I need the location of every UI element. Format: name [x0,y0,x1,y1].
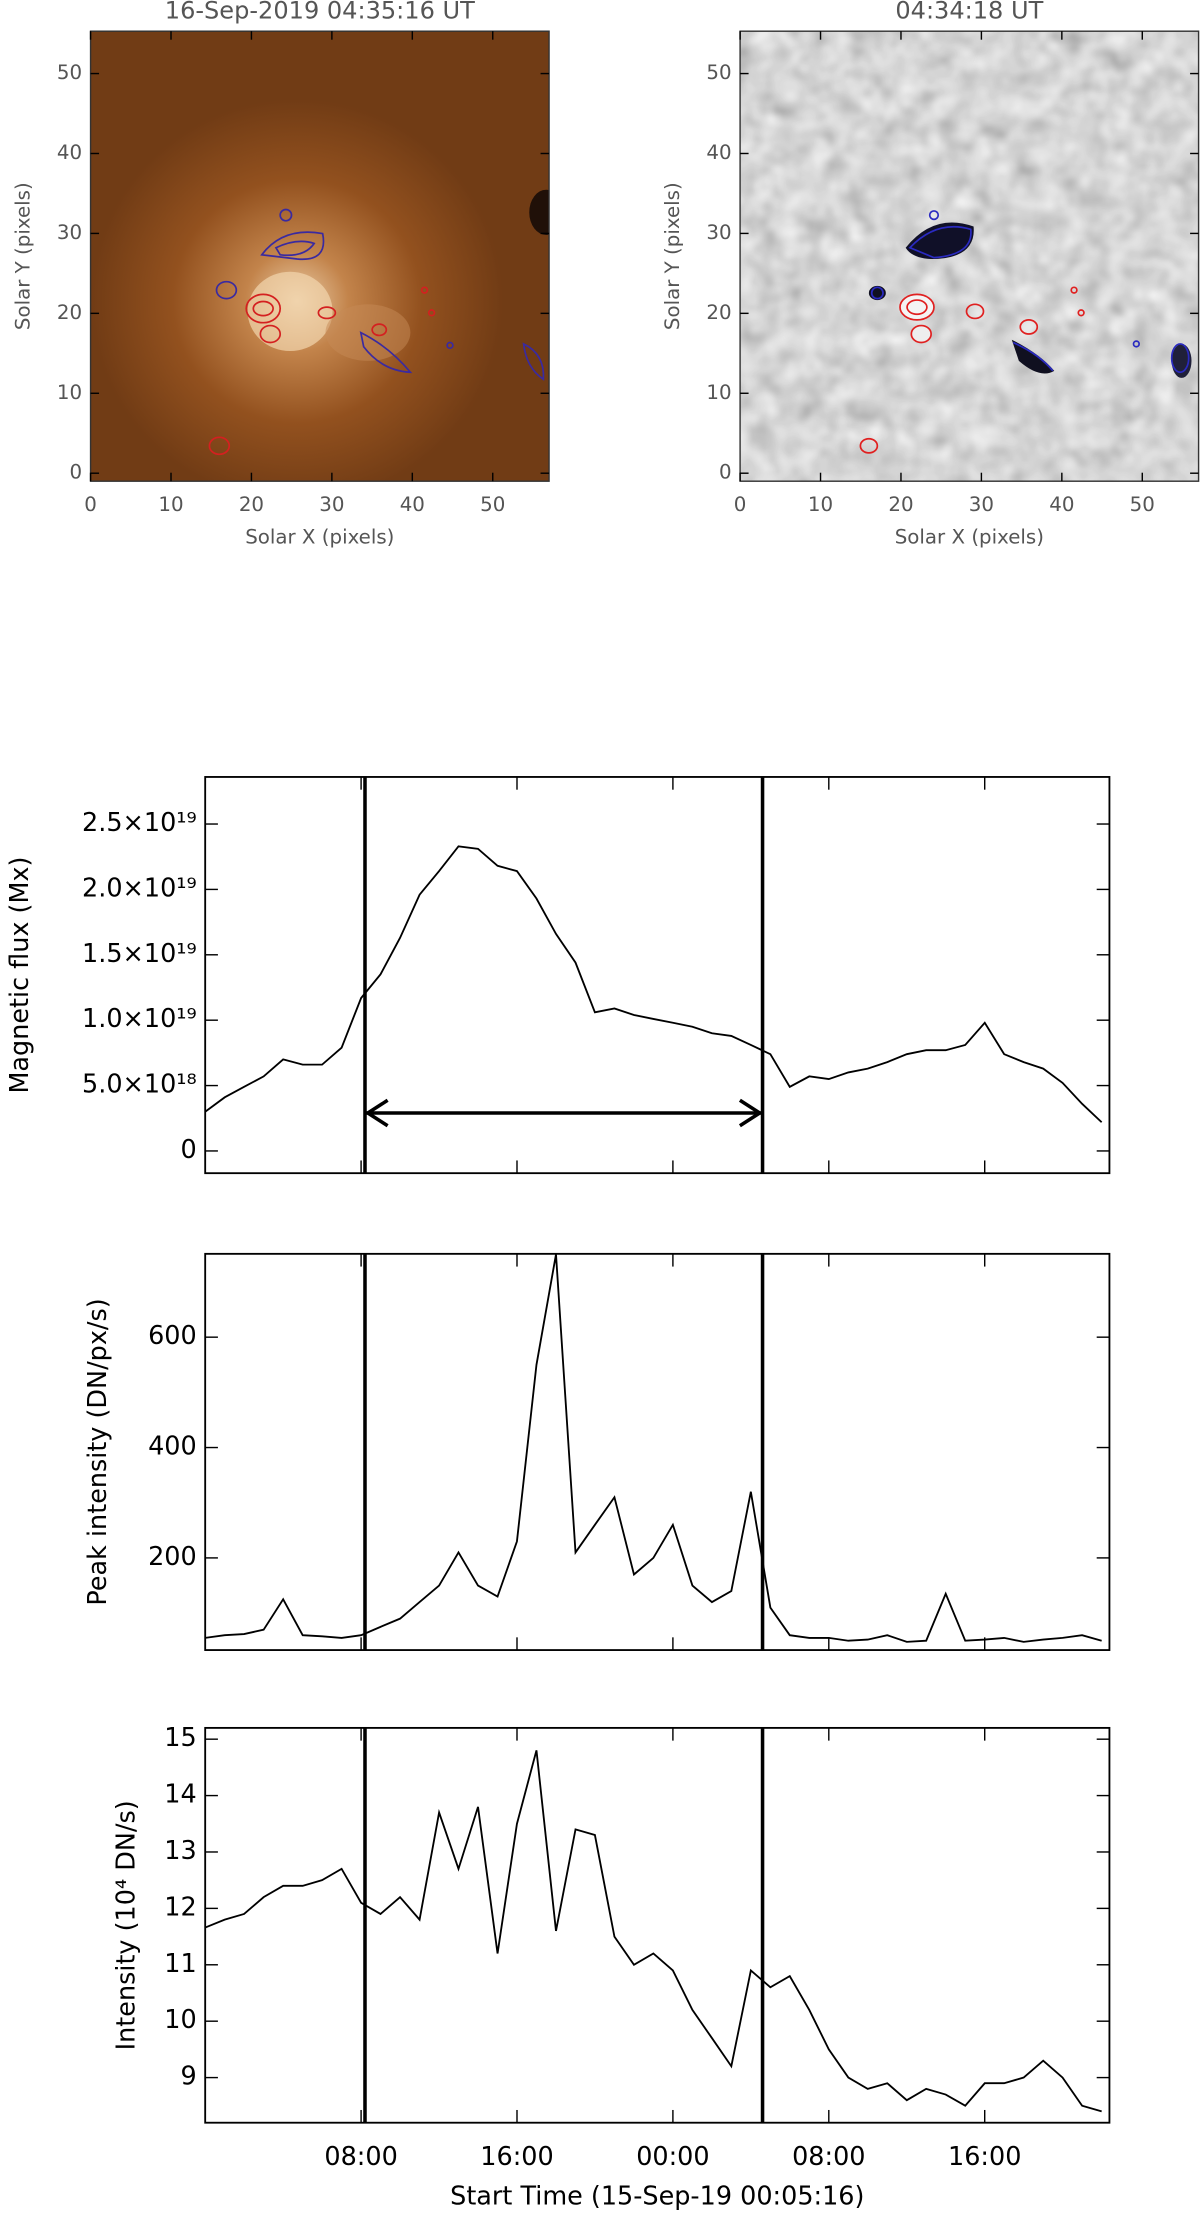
y-tick-label: 20 [57,301,82,324]
y-tick-label: 30 [706,221,731,244]
plot-frame [204,1726,1111,2124]
y-tick-label: 40 [57,141,82,164]
y-axis-label: Solar Y (pixels) [12,182,35,330]
x-tick-label: 10 [158,493,183,516]
plot-frame [739,30,1200,482]
x-tick-label: 50 [1130,493,1155,516]
x-tick-label: 20 [239,493,264,516]
y-tick-label: 11 [164,1949,196,1979]
x-axis-label: Solar X (pixels) [895,525,1044,548]
x-tick-label: 00:00 [636,2142,709,2172]
y-tick-label: 10 [57,381,82,404]
y-tick-label: 600 [148,1321,197,1351]
y-tick-label: 0 [69,461,82,484]
y-tick-label: 2.0×10¹⁹ [82,873,197,903]
x-tick-label: 30 [969,493,994,516]
x-tick-label: 40 [1049,493,1074,516]
x-tick-label: 20 [888,493,913,516]
x-tick-label: 0 [734,493,747,516]
y-tick-label: 200 [148,1542,197,1572]
y-tick-label: 10 [164,2005,196,2035]
x-tick-label: 40 [400,493,425,516]
x-tick-label: 16:00 [948,2142,1021,2172]
x-tick-label: 16:00 [480,2142,553,2172]
x-axis-label: Start Time (15-Sep-19 00:05:16) [450,2182,864,2212]
y-tick-label: 13 [164,1836,196,1866]
y-axis-label: Peak intensity (DN/px/s) [83,1298,113,1605]
y-tick-label: 14 [164,1780,196,1810]
x-tick-label: 10 [808,493,833,516]
y-tick-label: 0 [180,1135,196,1165]
euv-image [90,31,550,482]
y-tick-label: 9 [180,2062,196,2092]
y-tick-label: 0 [719,461,732,484]
x-axis-label: Solar X (pixels) [245,525,394,548]
y-tick-label: 2.5×10¹⁹ [82,808,197,838]
y-tick-label: 1.0×10¹⁹ [82,1004,197,1034]
plot-frame [204,776,1111,1175]
y-tick-label: 12 [164,1892,196,1922]
y-axis-label: Solar Y (pixels) [661,182,684,330]
y-tick-label: 30 [57,221,82,244]
panel-title: 16-Sep-2019 04:35:16 UT [165,0,475,24]
y-tick-label: 10 [706,381,731,404]
y-tick-label: 20 [706,301,731,324]
x-tick-label: 08:00 [324,2142,397,2172]
x-tick-label: 08:00 [792,2142,865,2172]
x-tick-label: 50 [480,493,505,516]
y-axis-label: Magnetic flux (Mx) [5,857,35,1094]
y-axis-label: Intensity (10⁴ DN/s) [111,1800,141,2050]
arrow-head [738,1098,763,1128]
y-tick-label: 15 [164,1723,196,1753]
magnetogram-image [740,31,1199,482]
plot-frame [204,1252,1111,1651]
data-line [204,845,1103,1123]
panel-title: 04:34:18 UT [895,0,1043,24]
y-tick-label: 1.5×10¹⁹ [82,939,197,969]
y-tick-label: 50 [57,61,82,84]
data-line [204,1750,1102,2113]
x-tick-label: 0 [84,493,97,516]
data-line [205,1254,1102,1643]
y-tick-label: 400 [148,1432,197,1462]
y-tick-label: 40 [706,141,731,164]
y-tick-label: 5.0×10¹⁸ [82,1070,197,1100]
x-tick-label: 30 [319,493,344,516]
arrow-head [364,1098,389,1128]
y-tick-label: 50 [706,61,731,84]
plot-frame [89,30,550,482]
